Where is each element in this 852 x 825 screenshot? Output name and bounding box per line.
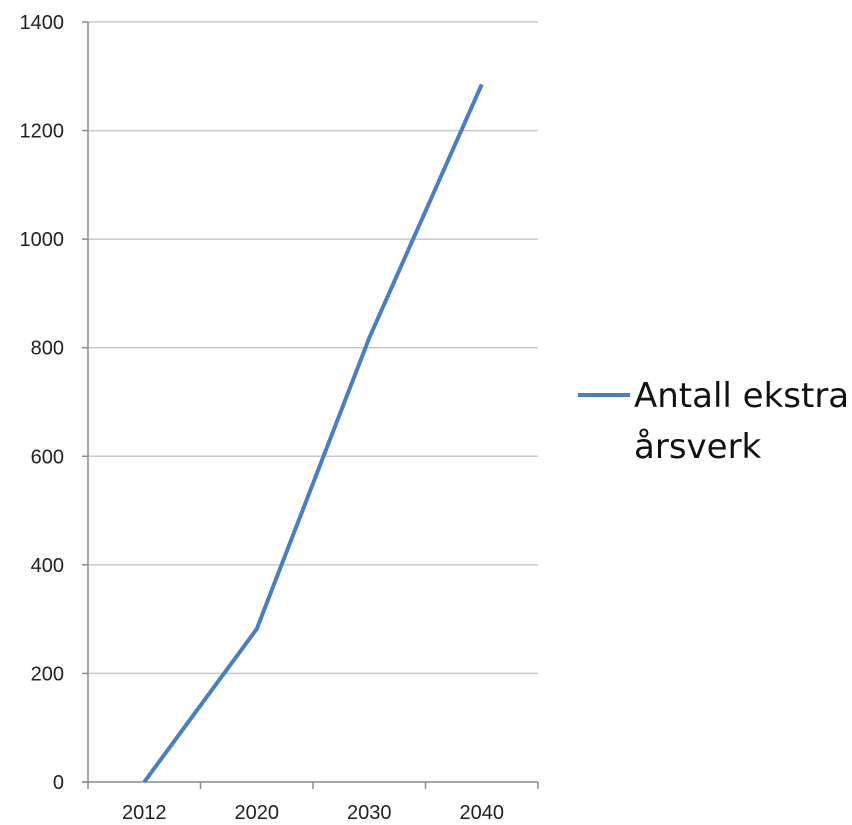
x-axis-tick-labels: 2012 2020 2030 2040 <box>122 802 504 824</box>
axes <box>82 21 539 789</box>
y-tick-label: 200 <box>31 663 64 685</box>
data-point <box>367 336 371 340</box>
y-tick-label: 1000 <box>20 229 65 251</box>
series-line <box>142 83 484 784</box>
x-tick-label: 2040 <box>460 802 505 824</box>
y-axis-tick-labels: 0 200 400 600 800 1000 1200 1400 <box>20 12 65 794</box>
legend-label-line-2: årsverk <box>634 427 762 467</box>
legend-label-line-1: Antall ekstra <box>634 376 849 416</box>
y-tick-label: 600 <box>31 446 64 468</box>
y-tick-label: 1400 <box>20 12 65 34</box>
data-point <box>142 780 146 784</box>
data-point <box>480 82 484 86</box>
y-tick-label: 800 <box>31 338 64 360</box>
x-tick-label: 2030 <box>347 802 392 824</box>
gridlines <box>88 21 538 675</box>
data-point <box>255 627 259 631</box>
series-lines <box>142 82 484 784</box>
x-tick-label: 2012 <box>122 802 167 824</box>
y-tick-label: 1200 <box>20 121 65 143</box>
legend: Antall ekstra årsverk <box>578 376 849 467</box>
x-tick-label: 2020 <box>235 802 280 824</box>
y-tick-label: 0 <box>53 772 64 794</box>
y-tick-label: 400 <box>31 555 64 577</box>
